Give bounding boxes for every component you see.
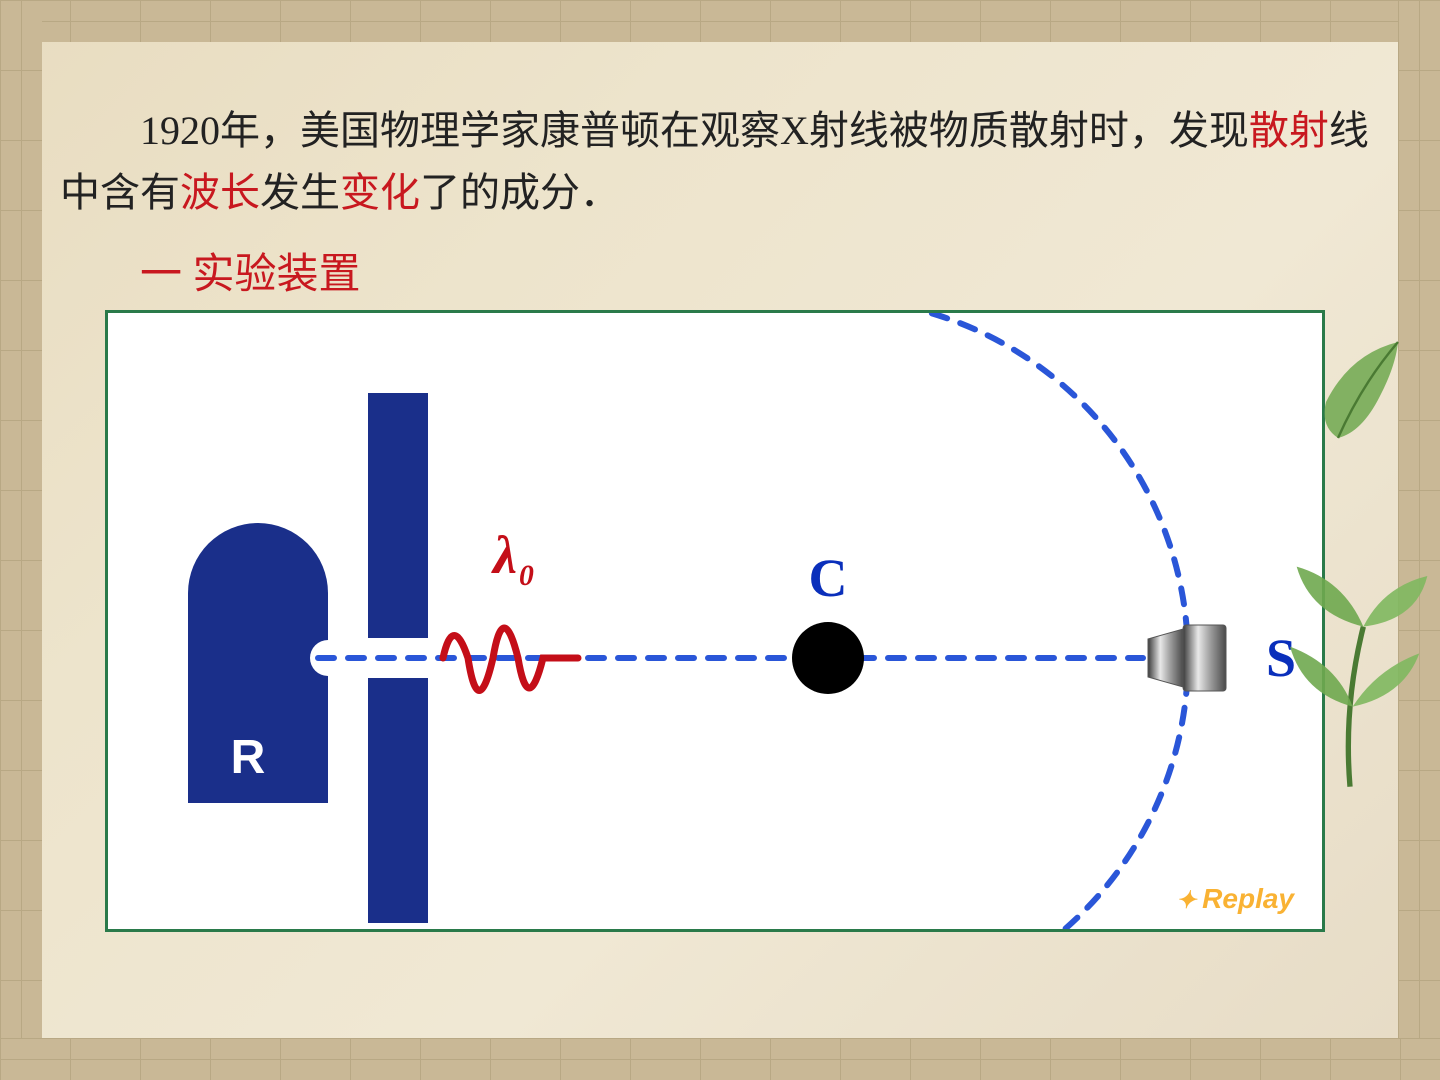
experiment-diagram: Rλ0 C S ✦Replay <box>105 310 1325 932</box>
intro-paragraph: 1920年，美国物理学家康普顿在观察X射线被物质散射时，发现散射线中含有波长发生… <box>60 100 1370 224</box>
replay-icon: ✦ <box>1176 886 1196 915</box>
svg-text:R: R <box>231 731 266 784</box>
slide: 1920年，美国物理学家康普顿在观察X射线被物质散射时，发现散射线中含有波长发生… <box>0 0 1440 1080</box>
svg-text:λ0: λ0 <box>491 525 534 592</box>
svg-text:C: C <box>809 548 848 608</box>
section-title: 一 实验装置 <box>140 240 361 301</box>
replay-button[interactable]: ✦Replay <box>1176 883 1294 915</box>
diagram-svg: Rλ0 C S <box>108 313 1322 929</box>
replay-label: Replay <box>1202 883 1294 914</box>
svg-text:S: S <box>1266 628 1296 688</box>
